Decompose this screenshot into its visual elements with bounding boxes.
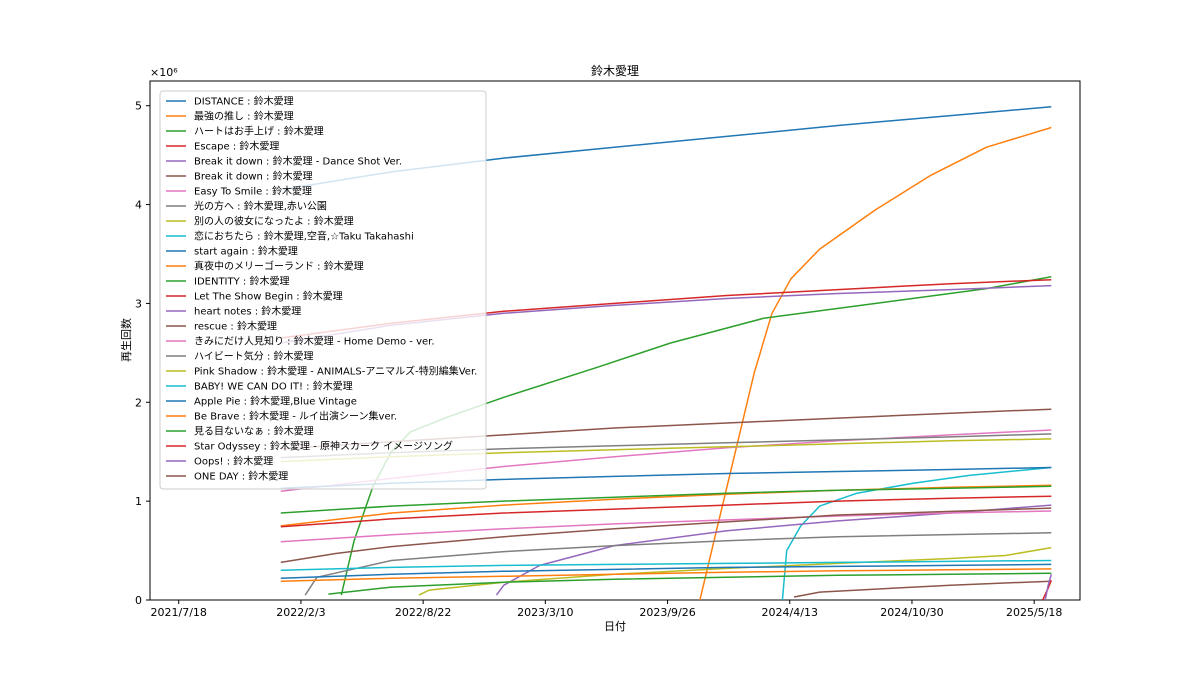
series-line-25 xyxy=(280,507,1052,564)
legend-entry-8: 別の人の彼女になったよ : 鈴木愛理 xyxy=(194,215,354,228)
legend-entry-2: ハートはお手上げ : 鈴木愛理 xyxy=(194,125,324,138)
legend-entry-16: きみにだけ人見知り : 鈴木愛理 - Home Demo - ver. xyxy=(194,335,435,348)
x-tick-label-3: 2023/3/10 xyxy=(517,606,573,619)
y-tick-label-4: 4 xyxy=(135,199,142,212)
legend-entry-14: heart notes : 鈴木愛理 xyxy=(194,305,301,318)
y-tick-label-5: 5 xyxy=(135,100,142,113)
legend-entry-24: Oops! : 鈴木愛理 xyxy=(194,455,273,468)
series-line-15 xyxy=(793,580,1052,598)
series-line-1 xyxy=(699,126,1052,601)
legend-entry-13: Let The Show Begin : 鈴木愛理 xyxy=(194,290,343,303)
legend-entry-23: Star Odyssey : 鈴木愛理 - 原神スカーク イメージソング xyxy=(194,440,453,453)
legend-entry-7: 光の方へ : 鈴木愛理,赤い公園 xyxy=(194,200,327,213)
legend-entry-3: Escape : 鈴木愛理 xyxy=(194,140,279,153)
legend-entry-21: Be Brave : 鈴木愛理 - ルイ出演シーン集ver. xyxy=(194,410,397,423)
legend-entry-12: IDENTITY : 鈴木愛理 xyxy=(194,275,289,288)
series-line-11 xyxy=(280,484,1052,527)
chart-title: 鈴木愛理 xyxy=(591,63,639,78)
y-axis-label: 再生回数 xyxy=(119,318,133,362)
series-line-19 xyxy=(280,559,1052,572)
y-tick-label-0: 0 xyxy=(135,594,142,607)
legend-entry-9: 恋におちたら : 鈴木愛理,空音,☆Taku Takahashi xyxy=(194,230,414,243)
x-tick-label-7: 2025/5/18 xyxy=(1006,606,1062,619)
x-tick-label-5: 2024/4/13 xyxy=(762,606,818,619)
series-line-12 xyxy=(280,485,1052,514)
legend-entry-10: start again : 鈴木愛理 xyxy=(194,245,298,258)
x-tick-label-1: 2022/2/3 xyxy=(276,606,325,619)
legend-entry-1: 最強の推し : 鈴木愛理 xyxy=(194,110,294,123)
series-line-9 xyxy=(781,466,1052,601)
series-line-21 xyxy=(280,568,1052,582)
legend-entry-22: 見る目ないなぁ : 鈴木愛理 xyxy=(194,425,314,438)
legend-entry-19: BABY! WE CAN DO IT! : 鈴木愛理 xyxy=(194,380,353,393)
x-tick-label-6: 2024/10/30 xyxy=(880,606,943,619)
series-line-24 xyxy=(1044,574,1053,601)
legend-entry-15: rescue : 鈴木愛理 xyxy=(194,320,277,333)
legend-entry-6: Easy To Smile : 鈴木愛理 xyxy=(194,185,312,198)
y-tick-label-2: 2 xyxy=(135,396,142,409)
x-tick-label-0: 2021/7/18 xyxy=(151,606,207,619)
y-axis-offset-label: ×10⁶ xyxy=(150,66,178,79)
plot-area-frame xyxy=(149,80,1081,601)
legend-box xyxy=(159,90,487,490)
x-tick-label-4: 2023/9/26 xyxy=(639,606,695,619)
y-tick-label-3: 3 xyxy=(135,297,142,310)
legend-entry-17: ハイビート気分 : 鈴木愛理 xyxy=(194,350,314,363)
legend-entry-0: DISTANCE : 鈴木愛理 xyxy=(194,95,294,108)
series-line-22 xyxy=(328,572,1052,595)
axes-layer: 2021/7/18 2022/2/3 2022/8/22 2023/3/10 2023/… xyxy=(135,100,1062,619)
legend-entry-5: Break it down : 鈴木愛理 xyxy=(194,170,313,183)
series-line-16 xyxy=(280,510,1052,543)
legend-entry-11: 真夜中のメリーゴーランド : 鈴木愛理 xyxy=(194,260,364,273)
series-line-17 xyxy=(304,532,1052,596)
legend-entry-18: Pink Shadow : 鈴木愛理 - ANIMALS-アニマルズ-特別編集V… xyxy=(194,365,477,378)
legend-entry-25: ONE DAY : 鈴木愛理 xyxy=(194,470,288,483)
x-axis-label: 日付 xyxy=(604,620,626,633)
y-tick-label-1: 1 xyxy=(135,495,142,508)
x-tick-label-2: 2022/8/22 xyxy=(395,606,451,619)
series-line-20 xyxy=(280,563,1052,580)
legend-entry-4: Break it down : 鈴木愛理 - Dance Shot Ver. xyxy=(194,155,402,168)
legend-entry-20: Apple Pie : 鈴木愛理,Blue Vintage xyxy=(194,395,357,408)
series-line-18 xyxy=(418,546,1052,596)
series-line-13 xyxy=(280,495,1052,528)
